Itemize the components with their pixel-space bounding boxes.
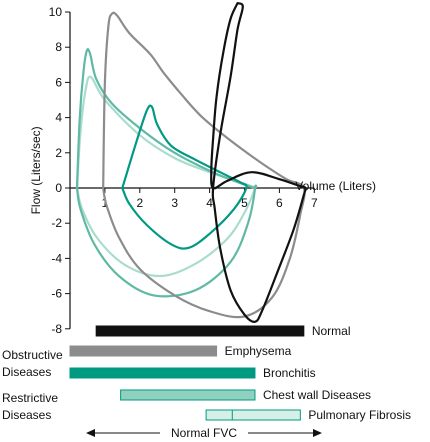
fvc-bar-label: Normal	[312, 324, 351, 338]
x-tick-label: 5	[241, 196, 248, 210]
y-tick-label: -4	[51, 251, 62, 265]
curve-emphysema	[102, 11, 306, 319]
y-tick-label: 0	[55, 181, 62, 195]
group-label-line: Obstructive	[2, 348, 63, 362]
y-axis-ticks: 10 8 6 4 2 0 -2 -4 -6 -8	[49, 5, 70, 336]
curve-normal	[210, 2, 307, 323]
group-label-line: Restrictive	[2, 391, 58, 405]
x-tick-label: 7	[311, 196, 318, 210]
fvc-bar-label: Chest wall Diseases	[263, 388, 371, 402]
fvc-bar-chest-wall-diseases	[120, 389, 256, 401]
fvc-bar-label: Bronchitis	[263, 366, 316, 380]
fvc-bar-emphysema	[69, 345, 218, 357]
y-tick-label: 4	[55, 111, 62, 125]
y-tick-label: -6	[51, 287, 62, 301]
fvc-axis-label: Normal FVC	[171, 426, 237, 440]
curve-bronchitis	[121, 104, 248, 250]
y-tick-label: -2	[51, 216, 62, 230]
curve-chest-wall-diseases	[75, 48, 257, 298]
disease-group-labels: Obstructive Diseases Restrictive Diseases	[2, 348, 63, 422]
y-tick-label: 8	[55, 40, 62, 54]
group-label-line: Diseases	[2, 408, 51, 422]
y-tick-label: 6	[55, 75, 62, 89]
fvc-arrowhead-right	[313, 429, 322, 437]
fvc-bar-pulmonary-fibrosis	[205, 409, 301, 421]
x-tick-label: 2	[136, 196, 143, 210]
fvc-bars: Normal Emphysema Bronchitis Chest wall Dise…	[69, 324, 411, 422]
fvc-bar-label: Pulmonary Fibrosis	[308, 408, 411, 422]
fvc-arrowhead-left	[86, 429, 95, 437]
y-tick-label: 2	[55, 146, 62, 160]
fvc-bar-normal	[95, 325, 305, 337]
y-tick-label: -8	[51, 322, 62, 336]
x-axis-label: Volume (Liters)	[295, 179, 376, 193]
flow-volume-curves	[75, 2, 307, 323]
x-tick-label: 4	[206, 196, 213, 210]
fvc-axis: Normal FVC	[86, 426, 322, 440]
y-axis-label: Flow (Liters/sec)	[29, 126, 43, 214]
x-tick-label: 3	[171, 196, 178, 210]
fvc-bar-label: Emphysema	[225, 344, 292, 358]
y-tick-label: 10	[49, 5, 63, 19]
x-tick-label: 6	[276, 196, 283, 210]
group-label-line: Diseases	[2, 365, 51, 379]
fvc-bar-bronchitis	[69, 367, 256, 379]
